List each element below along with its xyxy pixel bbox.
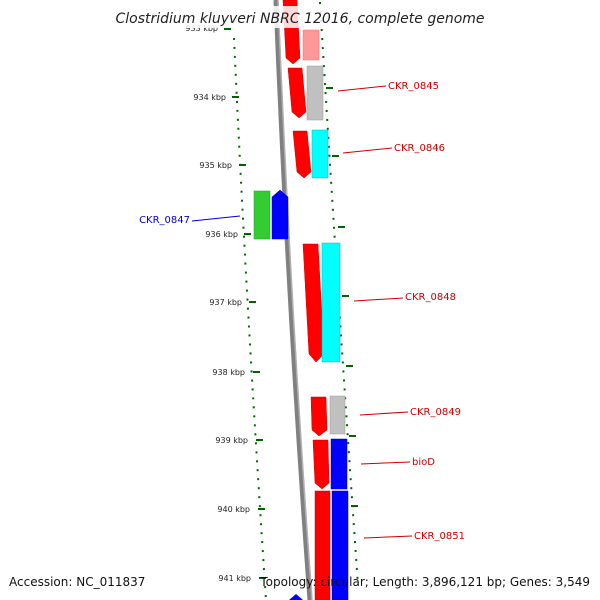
genome-backbone-highlight xyxy=(277,0,313,600)
gene-ckr-0848-feature[interactable] xyxy=(321,242,341,363)
gene-label-ckr-0846[interactable]: CKR_0846 xyxy=(394,143,445,154)
gene-ckr-0845-forward[interactable] xyxy=(287,67,307,119)
tick-label-936: 936 kbp xyxy=(205,230,238,239)
gene-ckr-0847-feature[interactable] xyxy=(253,190,271,240)
gene-ckr-0845-feature[interactable] xyxy=(306,65,324,121)
leader-ckr-0851 xyxy=(363,535,413,539)
genome-backbone xyxy=(273,0,313,600)
gene-biod-reverse[interactable] xyxy=(330,438,348,490)
gene-label-ckr-0851[interactable]: CKR_0851 xyxy=(414,531,465,542)
tick-label-941: 941 kbp xyxy=(218,574,251,583)
tick-label-940: 940 kbp xyxy=(217,505,250,514)
tick-marks xyxy=(224,28,266,579)
tick-label-933: 933 kbp xyxy=(185,24,218,33)
gene-features xyxy=(253,0,349,600)
leader-ckr-0848 xyxy=(353,297,404,302)
gene-ckr-0846-feature[interactable] xyxy=(311,129,329,179)
gc-track-left xyxy=(233,37,267,600)
gene-ckr-0849-feature[interactable] xyxy=(329,395,346,435)
gene-labels: CKR_0845 CKR_0846 CKR_0847 CKR_0848 CKR_… xyxy=(139,81,465,542)
map-title: Clostridium kluyveri NBRC 12016, complet… xyxy=(115,11,484,27)
leader-ckr-0846 xyxy=(342,147,393,154)
tick-label-938: 938 kbp xyxy=(212,368,245,377)
gene-top-light-red[interactable] xyxy=(302,29,320,61)
tick-label-939: 939 kbp xyxy=(215,436,248,445)
tick-label-937: 937 kbp xyxy=(209,298,242,307)
tick-label-934: 934 kbp xyxy=(193,93,226,102)
gene-label-biod[interactable]: bioD xyxy=(412,457,435,468)
topology-text: Topology: circular; Length: 3,896,121 bp… xyxy=(259,575,590,589)
leader-ckr-0845 xyxy=(337,85,387,92)
gene-biod-forward[interactable] xyxy=(312,439,330,490)
leader-ckr-0847 xyxy=(191,215,241,222)
gene-ckr-0851-forward[interactable] xyxy=(314,490,331,600)
tick-marks-right xyxy=(326,87,358,507)
gene-ckr-0846-forward[interactable] xyxy=(292,130,312,179)
leader-ckr-0849 xyxy=(359,411,409,416)
leader-biod xyxy=(360,461,411,465)
accession-text: Accession: NC_011837 xyxy=(9,575,145,589)
gene-label-ckr-0847[interactable]: CKR_0847 xyxy=(139,215,190,226)
title-background xyxy=(110,6,490,28)
gene-label-ckr-0849[interactable]: CKR_0849 xyxy=(410,407,461,418)
gene-ckr-0851-reverse[interactable] xyxy=(331,490,349,600)
gene-label-ckr-0848[interactable]: CKR_0848 xyxy=(405,292,456,303)
tick-labels: 933 kbp 934 kbp 935 kbp 936 kbp 937 kbp … xyxy=(185,24,251,583)
gene-ckr-0849-forward[interactable] xyxy=(310,396,328,437)
tick-label-935: 935 kbp xyxy=(199,161,232,170)
gene-ckr-0848-forward[interactable] xyxy=(302,243,325,363)
gene-ckr-0847-reverse[interactable] xyxy=(271,189,289,240)
gene-label-leaders xyxy=(191,85,413,539)
gene-label-ckr-0845[interactable]: CKR_0845 xyxy=(388,81,439,92)
gene-bottom-reverse[interactable] xyxy=(289,594,303,600)
